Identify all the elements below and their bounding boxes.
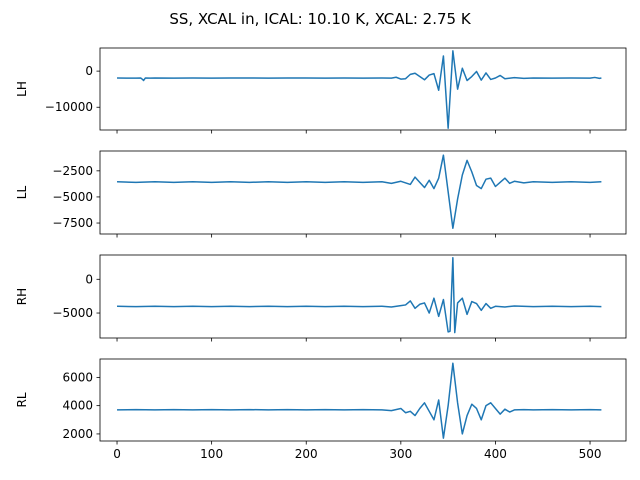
y-tick-label: 6000	[62, 370, 93, 384]
series-line-rh	[117, 256, 602, 334]
y-axis-label: LL	[15, 186, 29, 200]
subplot-rl: 6000 4000 2000 0 100 200 300 400 500 RL	[15, 358, 627, 461]
subplot-lh: 0 −10000 LH	[15, 47, 627, 134]
axes-frame	[99, 358, 627, 442]
y-tick-label: −10000	[45, 100, 93, 114]
y-tick-label: −5000	[52, 306, 93, 320]
axes-frame	[99, 47, 627, 131]
figure-title: SS, XCAL in, ICAL: 10.10 K, XCAL: 2.75 K	[169, 10, 472, 28]
x-tick-label: 400	[484, 447, 507, 461]
x-tick-label: 300	[389, 447, 412, 461]
y-axis-label: RL	[15, 392, 29, 407]
y-tick-label: 0	[85, 272, 93, 286]
x-tick-label: 200	[295, 447, 318, 461]
axes-frame	[99, 150, 627, 235]
axes-frame	[99, 254, 627, 339]
y-tick-label: 2000	[62, 427, 93, 441]
x-tick-label: 100	[200, 447, 223, 461]
series-line-lh	[117, 50, 602, 129]
series-line-rl	[117, 362, 602, 439]
x-tick-label: 0	[113, 447, 121, 461]
y-tick-label: 0	[85, 64, 93, 78]
y-axis-label: RH	[15, 288, 29, 305]
x-tick-label: 500	[579, 447, 602, 461]
series-line-ll	[117, 154, 602, 230]
y-axis-label: LH	[15, 81, 29, 97]
y-tick-label: −2500	[52, 164, 93, 178]
subplot-panels: 0 −10000 LH −2500 −5000 −7500 LL 0 −5000 RH 6000 40…	[15, 47, 627, 461]
y-tick-label: 4000	[62, 399, 93, 413]
y-tick-label: −7500	[52, 216, 93, 230]
subplot-rh: 0 −5000 RH	[15, 254, 627, 342]
y-tick-label: −5000	[52, 190, 93, 204]
subplot-ll: −2500 −5000 −7500 LL	[15, 150, 627, 238]
